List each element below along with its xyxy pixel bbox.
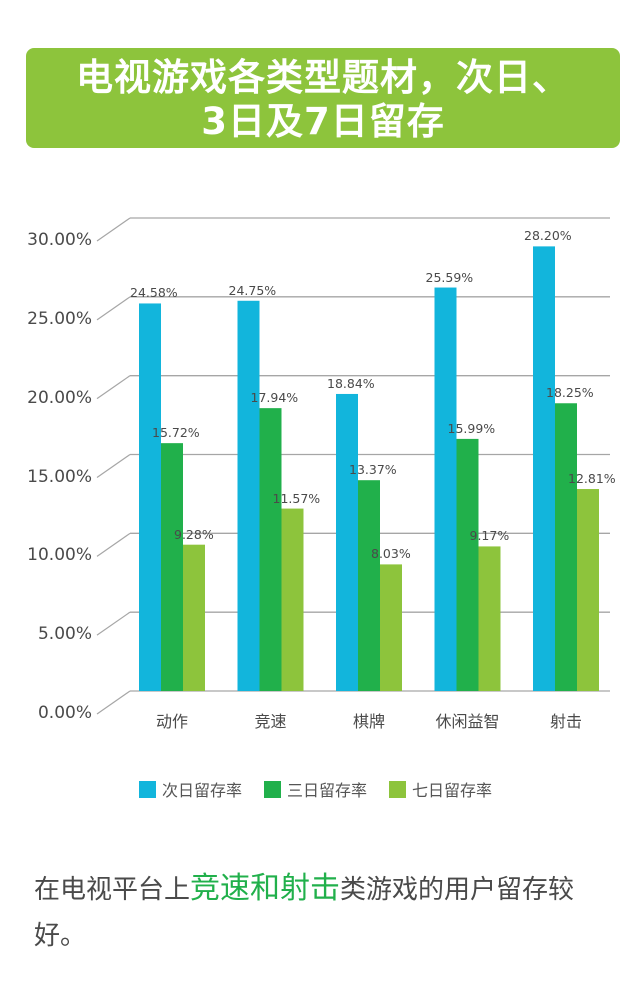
bar-value-label: 24.58% [130,285,178,301]
gridline-slant [96,217,131,242]
y-axis-tick-label: 15.00% [27,466,92,487]
title-line-1: 电视游戏各类型题材，次日、 [76,56,570,99]
bar [183,544,205,691]
bar-value-label: 15.72% [152,425,200,441]
bar-value-label: 18.84% [327,375,375,391]
legend-swatch-day7 [389,780,407,798]
bar [237,300,260,691]
bar [434,287,457,691]
bar [555,403,577,691]
chart-plot-area [96,217,610,715]
bar [139,303,161,691]
summary-text: 在电视平台上竞速和射击类游戏的用户留存较好。 [34,866,624,959]
summary-suffix: 类游戏的用户留存较好。 [34,875,575,951]
bar [281,508,304,691]
y-axis-tick-label: 5.00% [37,624,92,645]
x-axis-category-label: 动作 [155,712,188,731]
gridline-slant [96,532,131,557]
bar [533,246,555,691]
y-axis-tick-label: 25.00% [27,308,92,329]
bar [336,393,358,691]
bar-value-label: 11.57% [272,490,321,506]
bar [161,443,183,691]
bar [456,438,479,691]
legend-item-day7: 七日留存率 [389,777,492,801]
x-axis-category-label: 棋牌 [352,712,385,731]
bar-value-label: 25.59% [425,269,474,285]
legend-item-day3: 三日留存率 [264,777,367,801]
bar-chart: 0.00% 5.00% 10.00% 15.00% 20.00% 25.00% 30.00%… [0,190,640,750]
bar-value-label: 8.03% [371,546,411,562]
bar [380,564,402,691]
y-axis-tick-label: 0.00% [37,703,92,723]
gridline-slant [96,296,131,321]
bar [478,546,501,691]
y-axis-tick-label: 30.00% [27,230,92,250]
gridline-slant [96,690,131,715]
summary-prefix: 在电视平台上 [34,875,191,905]
title-line-2: 3日及7日留存 [201,100,445,143]
bar-value-label: 17.94% [250,390,299,406]
bar-value-label: 18.25% [546,385,594,401]
legend-label: 七日留存率 [412,781,493,800]
bar-value-label: 15.99% [447,420,496,436]
title-banner: 电视游戏各类型题材，次日、 3日及7日留存 [26,48,620,148]
chart-legend: 次日留存率 三日留存率 七日留存率 [139,777,492,801]
gridline-slant [96,611,131,636]
legend-swatch-day3 [264,780,282,798]
gridline-slant [96,454,131,478]
bar-value-label: 24.75% [228,282,277,298]
y-axis-tick-label: 20.00% [27,387,92,408]
bar-value-label: 28.20% [524,228,572,244]
y-axis-tick-label: 10.00% [27,545,92,566]
chart-title: 电视游戏各类型题材，次日、 3日及7日留存 [26,56,620,144]
bar-value-label: 12.81% [568,471,616,487]
summary-highlight: 竞速和射击 [190,871,341,906]
legend-item-day1: 次日留存率 [139,777,242,801]
legend-swatch-day1 [139,780,156,798]
legend-label: 次日留存率 [162,781,243,800]
x-axis-category-label: 射击 [549,712,582,731]
legend-label: 三日留存率 [287,781,368,800]
x-axis-category-label: 竞速 [254,712,287,731]
bar-value-label: 9.17% [469,528,510,544]
bar [358,480,380,691]
bar [259,408,282,691]
bar [577,489,599,691]
x-axis-category-label: 休闲益智 [435,712,500,731]
bar-value-label: 13.37% [349,462,397,478]
gridline-slant [96,375,131,400]
bar-value-label: 9.28% [174,526,214,542]
